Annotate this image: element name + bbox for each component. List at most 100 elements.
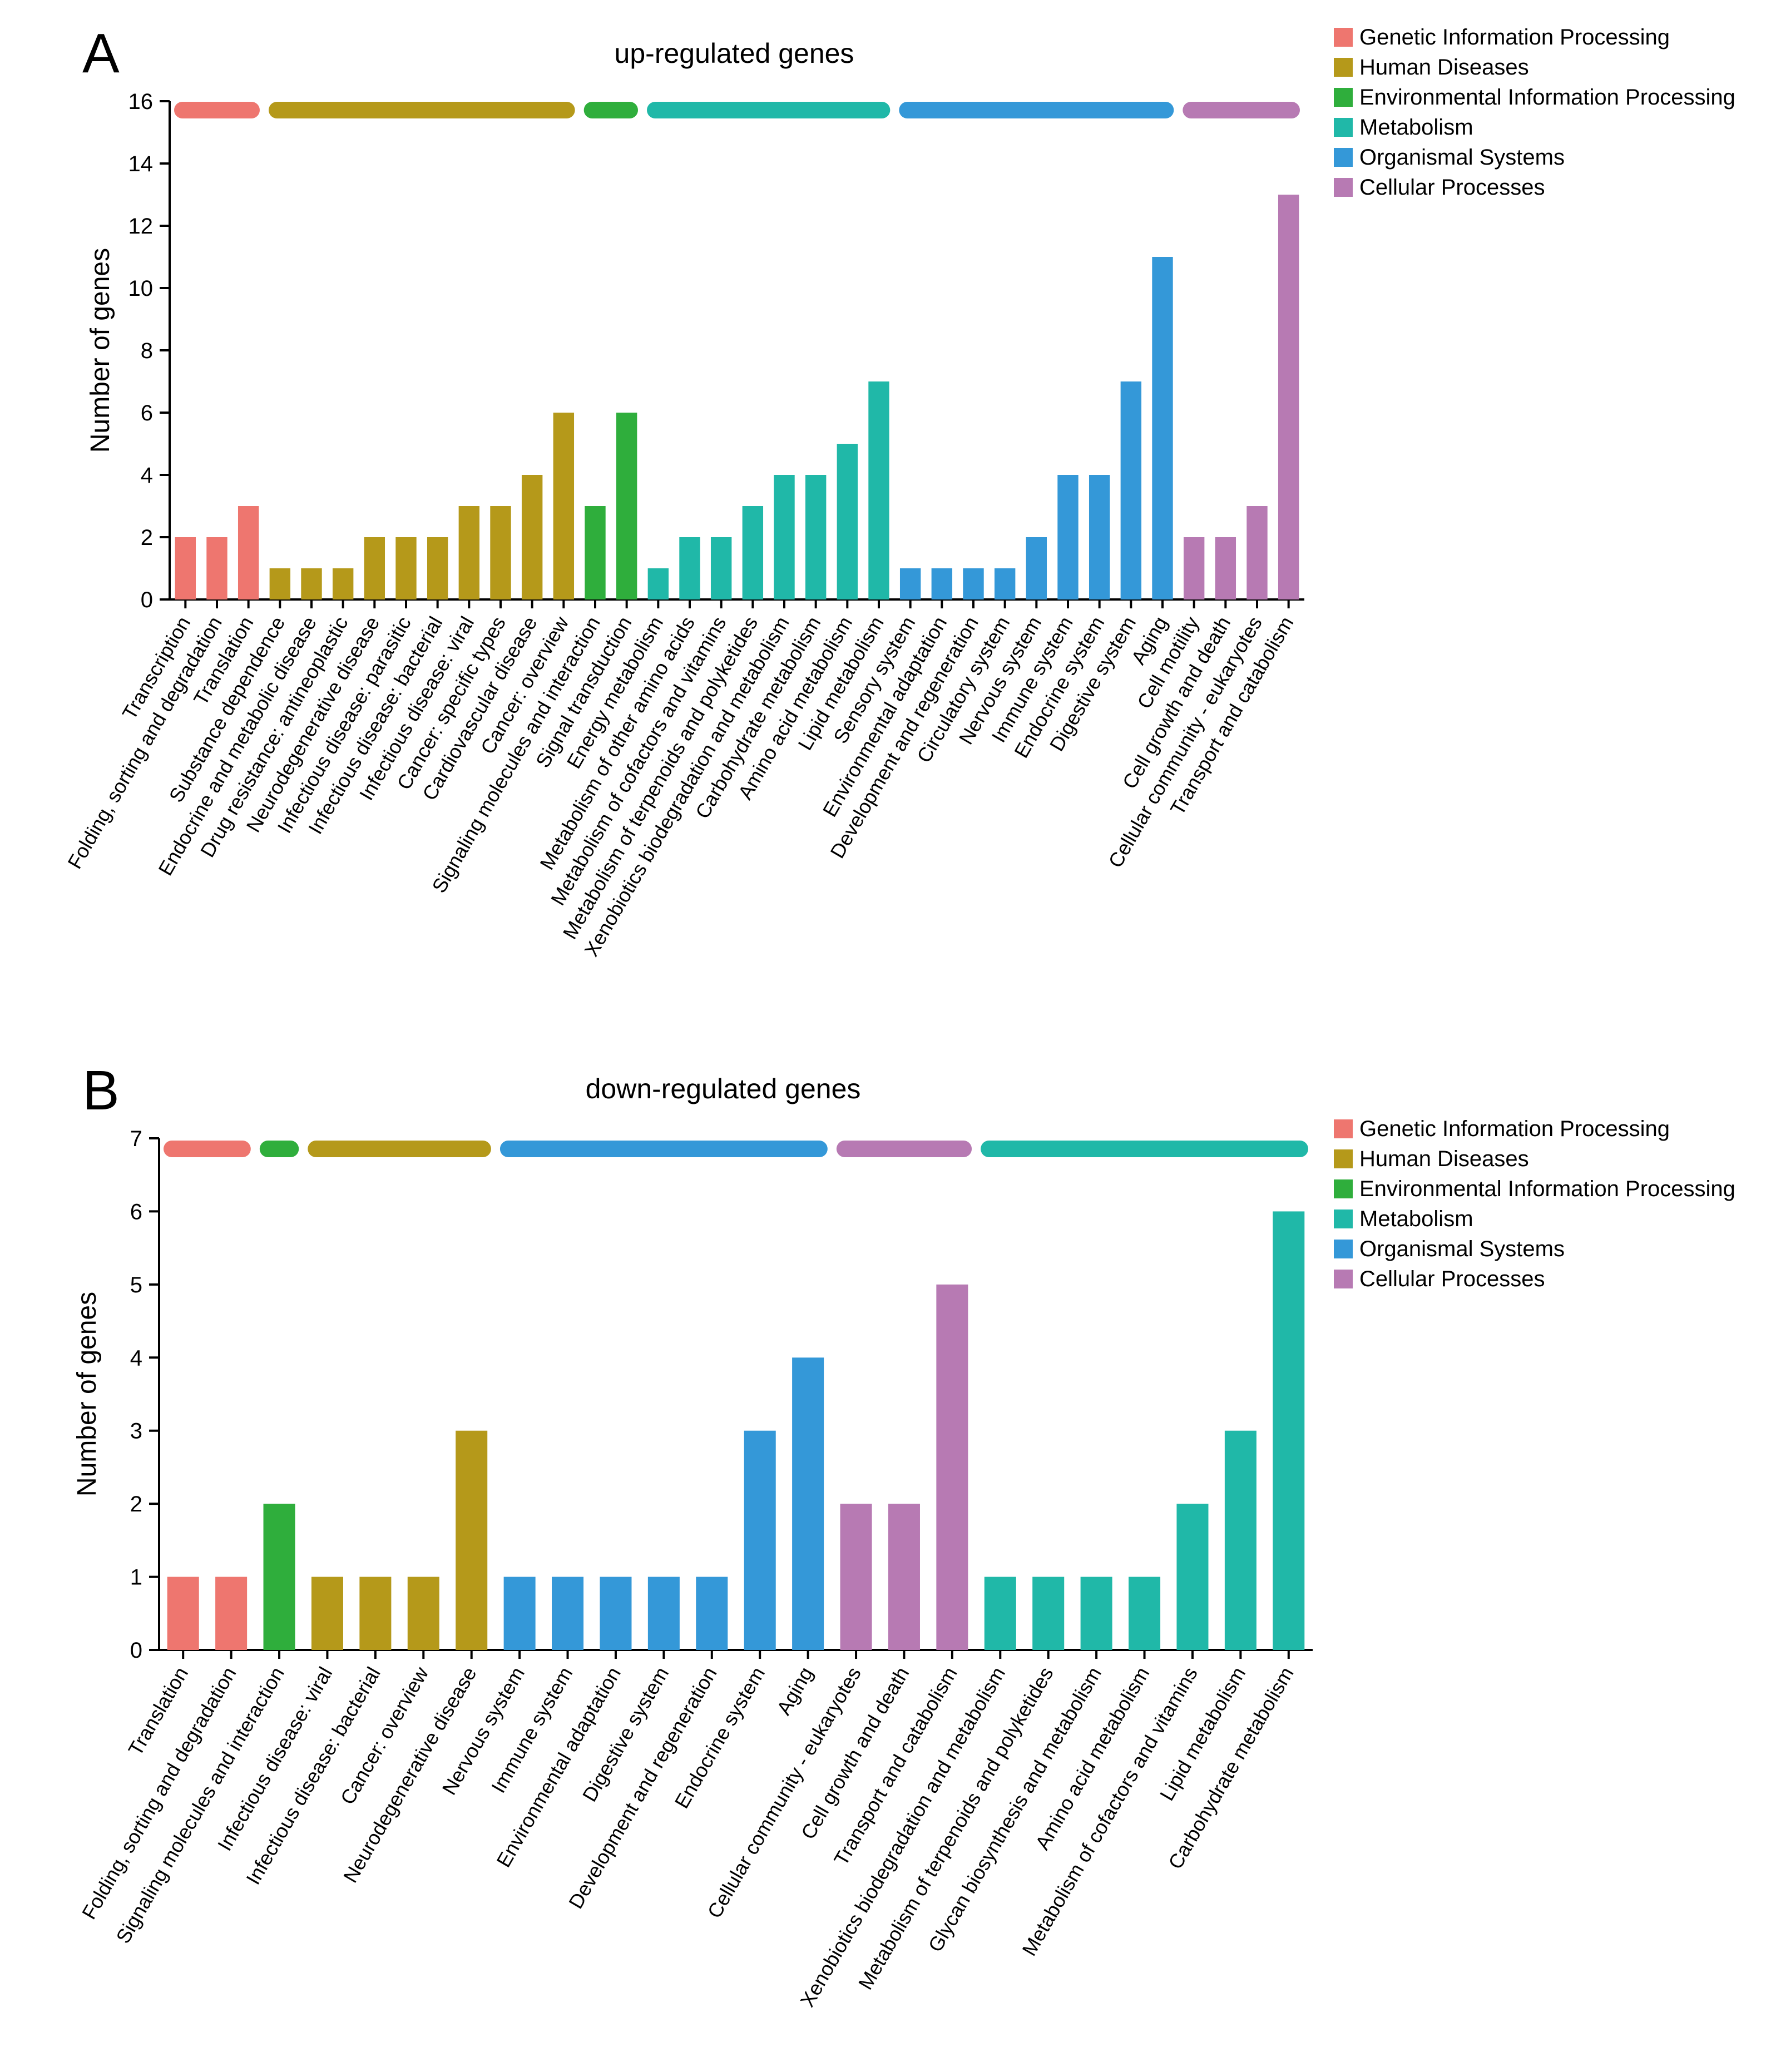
panel-a-bar-cardiovascular-disease xyxy=(521,475,543,599)
panel-a-y-tick-label-10: 10 xyxy=(128,276,154,301)
panel-a-legend-label-human-diseases: Human Diseases xyxy=(1359,55,1529,80)
panel-b-x-label-digestive-system: Digestive system xyxy=(578,1663,674,1806)
panel-b-group-bar-cellular-processes xyxy=(836,1141,972,1157)
panel-a-bar-metabolism-of-terpenoids-and-polyketides xyxy=(742,506,764,599)
panel-a-bar-signaling-molecules-and-interaction xyxy=(585,506,606,599)
panel-b-bar-infectious-disease-viral xyxy=(311,1577,343,1650)
panel-a-legend-label-metabolism: Metabolism xyxy=(1359,115,1473,140)
panel-a-group-bar-metabolism xyxy=(647,102,891,118)
panel-b-bar-immune-system xyxy=(552,1577,584,1650)
panel-b-group-bar-genetic-information-processing xyxy=(164,1141,251,1157)
panel-b-y-tick-label-5: 5 xyxy=(130,1273,142,1297)
panel-b-y-tick-label-0: 0 xyxy=(130,1638,142,1663)
panel-b-x-label-aging: Aging xyxy=(772,1663,818,1719)
panel-a-bar-digestive-system xyxy=(1120,381,1142,599)
panel-a-legend-swatch-human-diseases xyxy=(1334,58,1353,77)
panel-a-group-bar-organismal-systems xyxy=(899,102,1174,118)
panel-b-bar-cell-growth-and-death xyxy=(888,1504,920,1650)
panel-b-bar-infectious-disease-bacterial xyxy=(359,1577,392,1650)
panel-a-y-tick-label-6: 6 xyxy=(141,401,153,425)
panel-a-bar-neurodegenerative-disease xyxy=(364,537,385,599)
panel-a-bar-cancer-overview xyxy=(553,413,575,599)
panel-a-legend-swatch-cellular-processes xyxy=(1334,178,1353,197)
panel-b-x-label-endocrine-system: Endocrine system xyxy=(670,1663,770,1812)
panel-a-bar-transcription xyxy=(175,537,196,599)
panel-b-y-tick-label-1: 1 xyxy=(130,1565,142,1590)
panel-a-bar-infectious-disease-bacterial xyxy=(427,537,448,599)
panel-b-bar-environmental-adaptation xyxy=(600,1577,632,1650)
panel-a-y-tick-label-0: 0 xyxy=(141,588,153,612)
panel-a-legend-label-genetic-information-processing: Genetic Information Processing xyxy=(1359,25,1670,49)
panel-b-bar-digestive-system xyxy=(647,1577,680,1650)
panel-a-bar-cellular-community-eukaryotes xyxy=(1246,506,1268,599)
panel-a-bar-immune-system xyxy=(1057,475,1079,599)
panel-a-bar-substance-dependence xyxy=(269,568,291,599)
panel-b-bar-aging xyxy=(792,1357,824,1650)
panel-a-bar-aging xyxy=(1152,257,1173,599)
panel-a-bar-carbohydrate-metabolism xyxy=(805,475,827,599)
panel-b-x-label-cancer-overview: Cancer: overview xyxy=(336,1663,433,1808)
panel-b-bar-carbohydrate-metabolism xyxy=(1273,1211,1305,1650)
panel-a-bar-signal-transduction xyxy=(616,413,637,599)
panel-b-legend-swatch-environmental-information-processing xyxy=(1334,1179,1353,1198)
panel-a-legend-swatch-metabolism xyxy=(1334,118,1353,137)
panel-a-bar-endocrine-and-metabolic-disease xyxy=(301,568,322,599)
panel-b-legend-swatch-metabolism xyxy=(1334,1210,1353,1228)
panel-a-bar-endocrine-system xyxy=(1089,475,1110,599)
panel-a-bar-sensory-system xyxy=(899,568,921,599)
panel-a-bar-environmental-adaptation xyxy=(931,568,953,599)
panel-a-y-tick-label-4: 4 xyxy=(141,463,153,488)
panel-b-legend-label-organismal-systems: Organismal Systems xyxy=(1359,1237,1565,1261)
panel-b-legend-label-genetic-information-processing: Genetic Information Processing xyxy=(1359,1117,1670,1141)
panel-b-y-tick-label-6: 6 xyxy=(130,1199,142,1224)
panel-a-group-bar-cellular-processes xyxy=(1183,102,1300,118)
panel-b-bar-nervous-system xyxy=(503,1577,536,1650)
panel-b-bar-amino-acid-metabolism xyxy=(1129,1577,1161,1650)
panel-a-bar-nervous-system xyxy=(1026,537,1047,599)
panel-a-bar-amino-acid-metabolism xyxy=(837,444,858,599)
panel-a-y-tick-label-16: 16 xyxy=(128,90,154,114)
panel-a-y-tick-label-2: 2 xyxy=(141,526,153,550)
panel-a-legend-swatch-organismal-systems xyxy=(1334,148,1353,167)
panel-b-bar-cancer-overview xyxy=(407,1577,439,1650)
panel-b-y-tick-label-2: 2 xyxy=(130,1492,142,1516)
panel-a-letter: A xyxy=(82,22,120,85)
panel-a-bar-metabolism-of-other-amino-acids xyxy=(679,537,700,599)
panel-a-bar-folding-sorting-and-degradation xyxy=(206,537,227,599)
panel-b-group-bar-organismal-systems xyxy=(499,1141,828,1157)
panel-a-y-tick-label-14: 14 xyxy=(128,152,154,176)
panel-a-bar-circulatory-system xyxy=(994,568,1016,599)
panel-a-legend-swatch-environmental-information-processing xyxy=(1334,88,1353,107)
panel-b-bar-metabolism-of-terpenoids-and-polyketides xyxy=(1032,1577,1065,1650)
panel-b-y-tick-label-3: 3 xyxy=(130,1419,142,1444)
panel-b-bar-translation xyxy=(167,1577,199,1650)
panel-a-legend-swatch-genetic-information-processing xyxy=(1334,28,1353,47)
panel-a-bar-drug-resistance-antineoplastic xyxy=(332,568,354,599)
panel-a-bar-cell-growth-and-death xyxy=(1215,537,1236,599)
panel-a-bar-metabolism-of-cofactors-and-vitamins xyxy=(710,537,732,599)
panel-a-legend-label-environmental-information-processing: Environmental Information Processing xyxy=(1359,85,1735,110)
panel-b-legend-label-environmental-information-processing: Environmental Information Processing xyxy=(1359,1177,1735,1201)
panel-a-y-tick-label-8: 8 xyxy=(141,339,153,363)
panel-a-bar-infectious-disease-parasitic xyxy=(395,537,417,599)
panel-a-bar-translation xyxy=(238,506,259,599)
panel-a-bar-cancer-specific-types xyxy=(490,506,511,599)
panel-b-bar-xenobiotics-biodegradation-and-metabolism xyxy=(984,1577,1016,1650)
panel-b-bar-lipid-metabolism xyxy=(1224,1430,1257,1650)
panel-b-bar-cellular-community-eukaryotes xyxy=(840,1504,872,1650)
panel-a-title: up-regulated genes xyxy=(615,38,854,69)
panel-b-legend-swatch-genetic-information-processing xyxy=(1334,1119,1353,1138)
panel-a-y-axis-label: Number of genes xyxy=(86,248,115,453)
panel-b-y-tick-label-7: 7 xyxy=(130,1127,142,1151)
panel-a-bar-development-and-regeneration xyxy=(963,568,984,599)
panel-a-bar-transport-and-catabolism xyxy=(1278,195,1299,599)
panel-a-bar-cell-motility xyxy=(1183,537,1205,599)
panel-a-group-bar-environmental-information-processing xyxy=(583,102,638,118)
panel-b-bar-folding-sorting-and-degradation xyxy=(215,1577,248,1650)
panel-b-y-axis-label: Number of genes xyxy=(72,1292,102,1496)
panel-a-legend-label-organismal-systems: Organismal Systems xyxy=(1359,145,1565,170)
panel-a-group-bar-genetic-information-processing xyxy=(174,102,260,118)
